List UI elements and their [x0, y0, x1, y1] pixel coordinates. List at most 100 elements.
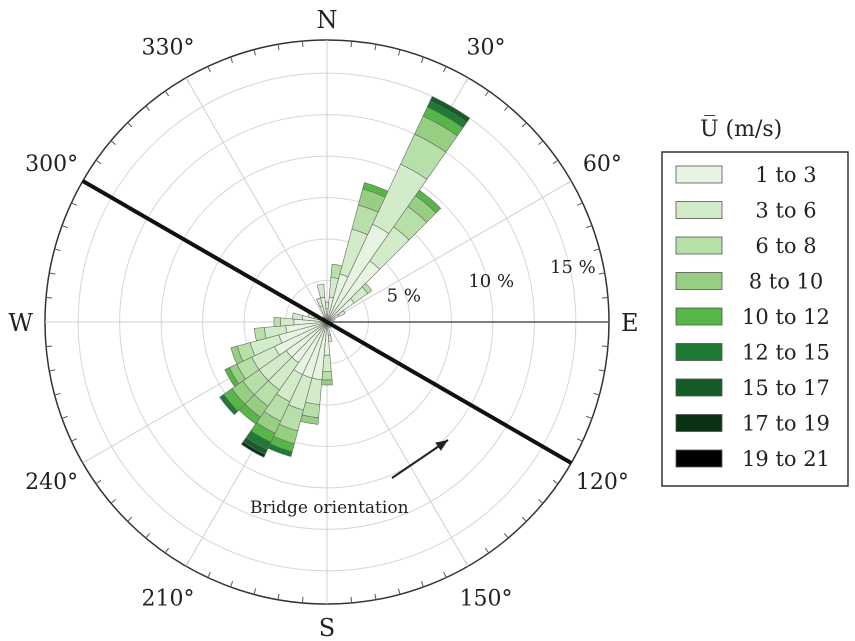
outer-tick — [504, 533, 509, 539]
outer-tick — [397, 49, 401, 56]
outer-tick — [46, 345, 53, 348]
degree-label: 150° — [460, 586, 513, 611]
outer-tick — [521, 516, 527, 522]
outer-tick — [586, 415, 593, 419]
outer-tick — [598, 369, 605, 372]
legend-swatch — [675, 201, 723, 219]
cardinal-label-e: E — [621, 309, 639, 337]
outer-tick — [593, 392, 600, 396]
legend: U̅ (m/s) 1 to 3 3 to 6 6 to 8 8 to 10 10 to … — [661, 115, 849, 487]
outer-tick — [145, 105, 150, 111]
wind-sectors — [219, 96, 471, 458]
grid-spoke — [326, 321, 469, 567]
outer-tick — [127, 516, 133, 522]
legend-title: U̅ (m/s) — [700, 115, 782, 142]
sector-segment — [291, 312, 304, 321]
legend-swatch — [675, 343, 723, 361]
outer-tick — [598, 272, 605, 275]
sector-segment — [253, 327, 267, 342]
degree-label: 210° — [142, 586, 195, 611]
legend-label: 10 to 12 — [742, 305, 830, 329]
outer-tick — [253, 588, 257, 595]
radial-tick-label: 5 % — [387, 286, 421, 307]
outer-tick — [420, 56, 424, 63]
legend-label: 6 to 8 — [755, 234, 816, 258]
outer-tick — [49, 369, 56, 372]
outer-tick — [350, 41, 353, 48]
sector-segment — [240, 441, 266, 458]
overlay: Bridge orientation — [81, 179, 573, 518]
legend-label: 8 to 10 — [749, 270, 824, 294]
legend-swatch — [675, 449, 723, 468]
legend-label: 17 to 19 — [742, 412, 830, 436]
outer-tick — [127, 122, 133, 128]
outer-tick — [230, 581, 234, 588]
outer-tick — [443, 66, 447, 73]
legend-label: 12 to 15 — [742, 341, 830, 365]
outer-tick — [538, 499, 544, 504]
sector-segment — [273, 317, 282, 327]
outer-tick — [164, 90, 170, 97]
grid-spoke — [185, 77, 328, 323]
outer-tick — [164, 547, 170, 554]
outer-tick — [110, 499, 116, 504]
legend-label: 1 to 3 — [755, 163, 816, 187]
outer-tick — [350, 596, 353, 603]
outer-tick — [277, 593, 280, 600]
outer-tick — [207, 66, 211, 73]
outer-tick — [593, 248, 600, 252]
outer-tick — [576, 438, 583, 442]
outer-tick — [71, 202, 78, 206]
outer-tick — [253, 49, 257, 56]
outer-tick — [586, 225, 593, 229]
outer-tick — [71, 438, 78, 442]
outer-tick — [374, 44, 377, 51]
legend-swatch — [675, 272, 723, 290]
degree-label: 60° — [583, 152, 622, 177]
legend-swatch — [675, 414, 723, 432]
outer-tick — [443, 571, 447, 578]
sector-segment — [321, 371, 333, 381]
bridge-orientation-label: Bridge orientation — [250, 498, 409, 518]
outer-tick — [374, 593, 377, 600]
outer-tick — [95, 159, 102, 165]
outer-tick — [601, 345, 608, 348]
outer-tick — [110, 140, 116, 145]
outer-tick — [576, 202, 583, 206]
outer-tick — [61, 415, 68, 419]
outer-tick — [301, 41, 304, 48]
legend-swatch — [675, 307, 723, 326]
sector-segment — [361, 282, 373, 294]
sector-segment — [230, 345, 244, 365]
cardinal-label-s: S — [319, 614, 335, 641]
outer-tick — [95, 479, 102, 485]
legend-label: 3 to 6 — [755, 199, 816, 223]
outer-tick — [61, 225, 68, 229]
sector-segment — [219, 393, 239, 416]
sector-segment — [429, 96, 471, 123]
sector-segment — [415, 189, 442, 214]
outer-tick — [521, 122, 527, 128]
outer-tick — [552, 479, 559, 485]
grid-spoke — [326, 180, 572, 323]
degree-label: 300° — [25, 152, 78, 177]
outer-tick — [397, 588, 401, 595]
outer-tick — [552, 159, 559, 165]
outer-tick — [301, 596, 304, 603]
outer-tick — [420, 581, 424, 588]
sector-segment — [321, 379, 333, 386]
sector-segment — [337, 310, 346, 317]
angle-labels: 5 % 10 % 15 % N E S W 30° 60° 120° 150° 210° 240° 300… — [8, 6, 638, 641]
sector-segment — [316, 283, 326, 299]
legend-swatch — [675, 165, 723, 184]
degree-label: 240° — [25, 470, 78, 495]
outer-tick — [54, 392, 61, 396]
legend-label: 19 to 21 — [742, 447, 830, 471]
outer-tick — [484, 547, 490, 554]
sector-segment — [280, 317, 295, 327]
legend-swatch — [675, 236, 723, 255]
cardinal-label-n: N — [317, 6, 338, 34]
outer-tick — [277, 44, 280, 51]
degree-label: 330° — [142, 36, 195, 61]
